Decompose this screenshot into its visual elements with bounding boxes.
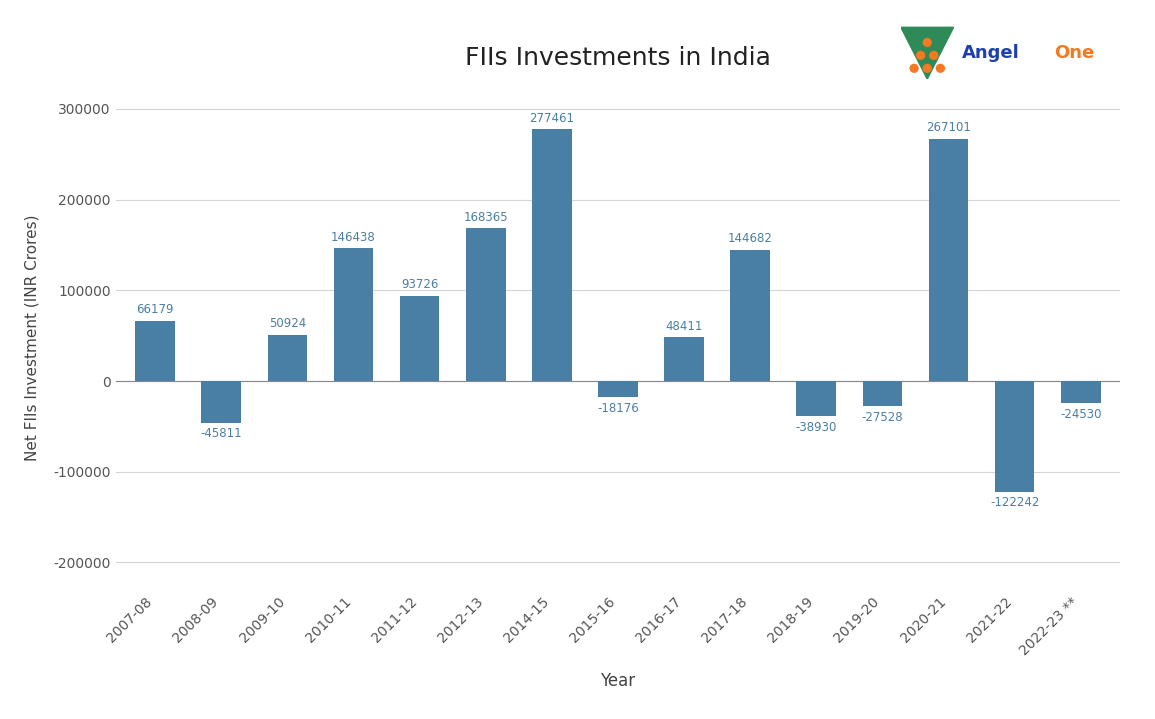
Bar <box>797 381 836 416</box>
Circle shape <box>923 39 931 46</box>
Text: -45811: -45811 <box>201 427 243 440</box>
Bar <box>465 229 506 381</box>
X-axis label: Year: Year <box>601 672 635 690</box>
Bar <box>201 381 241 423</box>
Y-axis label: Net FIIs Investment (INR Crores): Net FIIs Investment (INR Crores) <box>24 215 39 461</box>
Bar <box>268 335 307 381</box>
Text: 267101: 267101 <box>926 122 971 134</box>
Polygon shape <box>901 27 954 79</box>
Bar <box>135 321 176 381</box>
Bar <box>994 381 1035 492</box>
Circle shape <box>930 52 938 59</box>
Bar <box>730 249 770 381</box>
Bar <box>929 139 968 381</box>
Text: Angel: Angel <box>962 44 1020 63</box>
Text: -122242: -122242 <box>990 496 1040 509</box>
Text: One: One <box>1055 44 1095 63</box>
Text: 168365: 168365 <box>463 211 508 224</box>
Text: 144682: 144682 <box>728 232 773 245</box>
Bar <box>532 129 572 381</box>
Bar <box>664 337 703 381</box>
Bar <box>334 248 373 381</box>
Text: 146438: 146438 <box>331 231 375 244</box>
Circle shape <box>937 65 945 72</box>
Text: 66179: 66179 <box>136 303 174 316</box>
Text: 277461: 277461 <box>529 112 574 125</box>
Text: -24530: -24530 <box>1060 408 1102 421</box>
Circle shape <box>917 52 925 59</box>
Title: FIIs Investments in India: FIIs Investments in India <box>465 47 770 70</box>
Bar <box>598 381 638 398</box>
Bar <box>400 296 439 381</box>
Bar <box>863 381 902 406</box>
Text: 48411: 48411 <box>665 319 702 333</box>
Text: 93726: 93726 <box>401 278 438 291</box>
Circle shape <box>910 65 918 72</box>
Text: -27528: -27528 <box>862 411 903 423</box>
Bar <box>1060 381 1101 403</box>
Text: 50924: 50924 <box>269 317 306 330</box>
Text: -38930: -38930 <box>796 421 837 434</box>
Circle shape <box>923 65 931 72</box>
Text: -18176: -18176 <box>597 402 639 415</box>
